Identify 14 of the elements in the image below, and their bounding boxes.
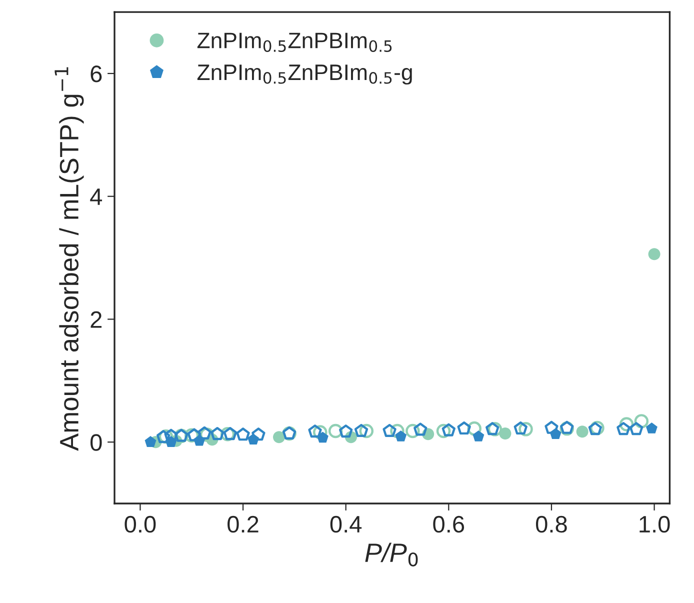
y-axis-title: Amount adsorbed / mL(STP) g$^{−1}$ [54,67,84,451]
x-tick-label: 0.0 [124,516,156,533]
x-tick-label: 0.8 [536,516,567,533]
x-tick-label: 0.2 [228,516,258,533]
x-tick-label: 1.0 [640,516,670,533]
x-tick-label: 0.4 [330,516,362,533]
x-tick-label: 0.6 [433,516,464,533]
legend-label: ZnPIm$_{0.5}$ZnPBIm$_{0.5}$ [197,32,392,52]
x-axis-title: P/P$_{0}$ [365,542,418,566]
y-tick-label: 6 [90,66,102,82]
y-tick-label: 2 [90,311,102,328]
y-tick-label: 0 [90,434,102,451]
legend-label: ZnPIm$_{0.5}$ZnPBIm$_{0.5}$-g [197,64,412,85]
y-tick-label: 4 [90,188,102,205]
